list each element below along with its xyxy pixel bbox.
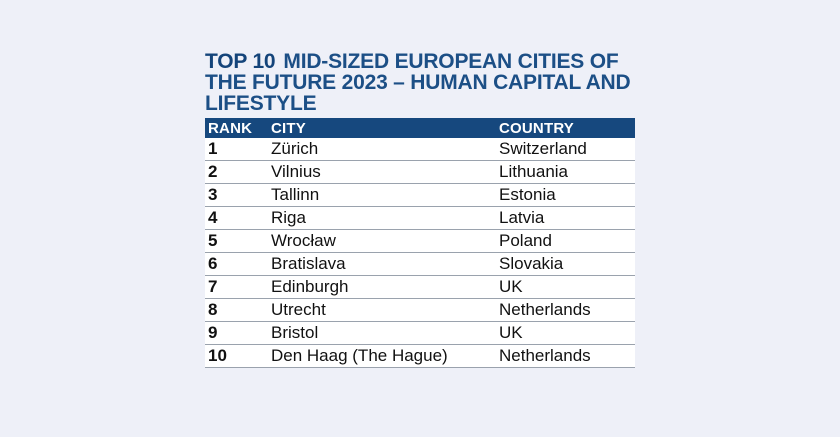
rank-cell: 10 <box>208 346 227 365</box>
city-cell: Wrocław <box>271 231 336 250</box>
rank-cell: 3 <box>208 185 218 204</box>
table-row: 4 Riga Latvia <box>205 206 635 230</box>
country-cell: Latvia <box>499 208 545 227</box>
country-cell: UK <box>499 277 523 296</box>
ranking-table: RANK CITY COUNTRY 1 Zürich Switzerland 2 Vil… <box>205 118 635 368</box>
rank-cell: 6 <box>208 254 218 273</box>
country-cell: Netherlands <box>499 300 591 319</box>
header-rank: RANK <box>208 119 253 137</box>
table-row: 3 Tallinn Estonia <box>205 183 635 207</box>
country-cell: Netherlands <box>499 346 591 365</box>
page-title: TOP 10 MID-SIZED EUROPEAN CITIES OF THE F… <box>205 51 635 114</box>
city-cell: Utrecht <box>271 300 326 319</box>
country-cell: Slovakia <box>499 254 564 273</box>
country-cell: Switzerland <box>499 139 587 158</box>
country-cell: Lithuania <box>499 162 569 181</box>
city-cell: Riga <box>271 208 306 227</box>
table-row: 5 Wrocław Poland <box>205 229 635 253</box>
table-row: 2 Vilnius Lithuania <box>205 160 635 184</box>
table-row: 10 Den Haag (The Hague) Netherlands <box>205 344 635 368</box>
header-row: RANK CITY COUNTRY <box>205 118 635 138</box>
ranking-card: TOP 10 MID-SIZED EUROPEAN CITIES OF THE F… <box>205 51 635 368</box>
table-row: 7 Edinburgh UK <box>205 275 635 299</box>
city-cell: Den Haag (The Hague) <box>271 346 448 365</box>
city-cell: Zürich <box>271 139 319 158</box>
city-cell: Tallinn <box>271 185 320 204</box>
rank-cell: 1 <box>208 139 218 158</box>
header-city: CITY <box>271 119 306 137</box>
table-row: 8 Utrecht Netherlands <box>205 298 635 322</box>
title-text: MID-SIZED EUROPEAN CITIES OF THE FUTURE … <box>205 50 631 115</box>
title-highlight: TOP 10 <box>205 50 276 73</box>
city-cell: Edinburgh <box>271 277 349 296</box>
header-country: COUNTRY <box>499 119 575 137</box>
city-cell: Bratislava <box>271 254 346 273</box>
country-cell: Estonia <box>499 185 556 204</box>
table-header: RANK CITY COUNTRY <box>205 118 635 138</box>
city-cell: Vilnius <box>271 162 321 181</box>
table-row: 9 Bristol UK <box>205 321 635 345</box>
table-body: 1 Zürich Switzerland 2 Vilnius Lithuania 3 Tall… <box>205 138 635 368</box>
rank-cell: 8 <box>208 300 218 319</box>
rank-cell: 5 <box>208 231 218 250</box>
table-row: 1 Zürich Switzerland <box>205 138 635 161</box>
rank-cell: 2 <box>208 162 218 181</box>
country-cell: UK <box>499 323 523 342</box>
rank-cell: 4 <box>208 208 218 227</box>
rank-cell: 9 <box>208 323 218 342</box>
rank-cell: 7 <box>208 277 218 296</box>
table-row: 6 Bratislava Slovakia <box>205 252 635 276</box>
city-cell: Bristol <box>271 323 319 342</box>
country-cell: Poland <box>499 231 552 250</box>
